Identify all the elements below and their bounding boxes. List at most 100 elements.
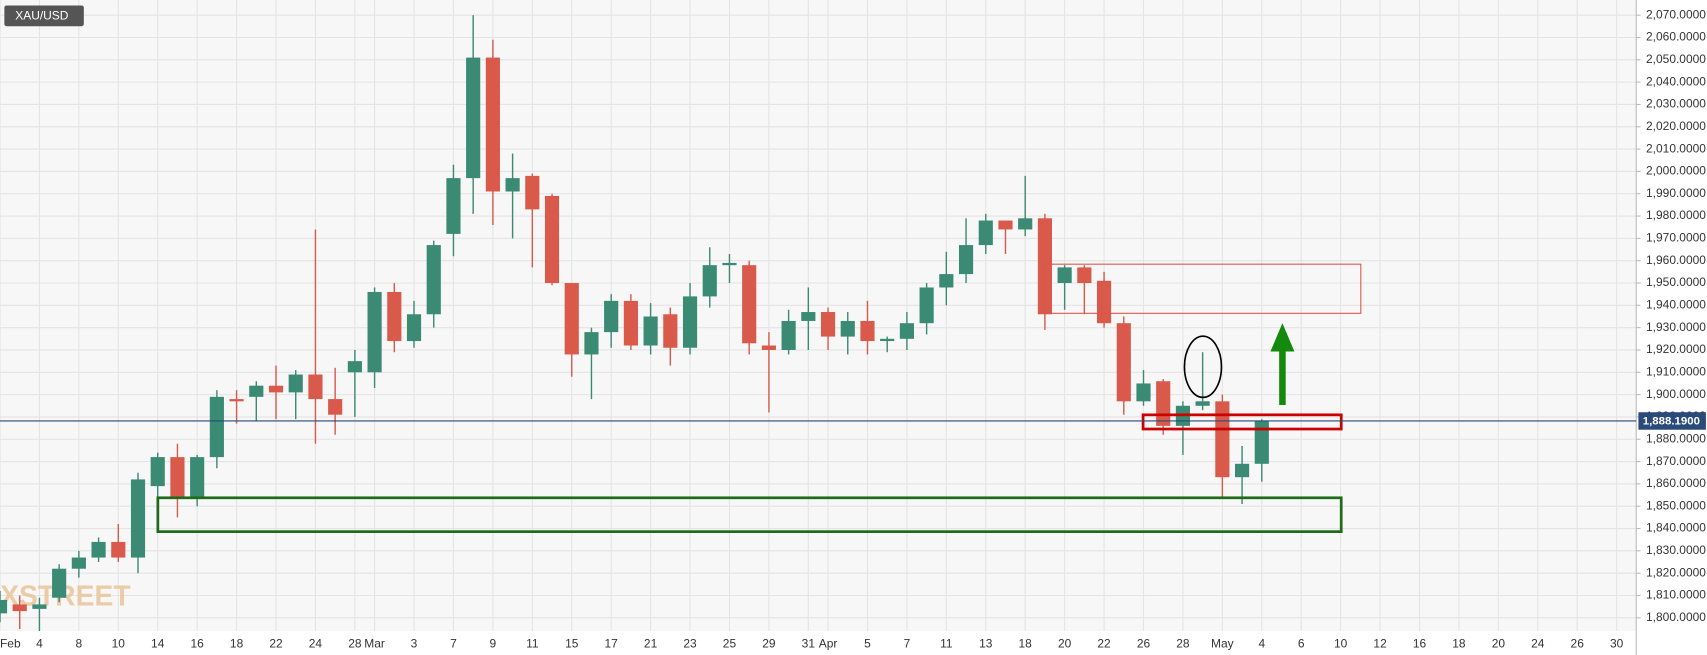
grid: [0, 0, 1637, 631]
x-axis-background: [0, 630, 1637, 655]
y-tick-label: 1,880.0000: [1646, 431, 1706, 445]
candle-body: [1116, 323, 1131, 402]
x-tick-label: 21: [644, 636, 658, 650]
candle-body: [781, 320, 796, 350]
candle-body: [998, 220, 1013, 230]
candle-body: [170, 457, 185, 498]
y-tick-label: 2,000.0000: [1646, 164, 1706, 178]
candle-body: [742, 265, 757, 344]
candle-body: [505, 178, 520, 192]
x-tick-label: 16: [190, 636, 204, 650]
y-tick-label: 2,050.0000: [1646, 52, 1706, 66]
y-tick-label: 1,960.0000: [1646, 253, 1706, 267]
candle-body: [52, 568, 67, 598]
x-tick-label: 29: [762, 636, 776, 650]
candle-body: [820, 312, 836, 337]
candle-body: [682, 296, 698, 348]
x-tick-label: 26: [1571, 636, 1585, 650]
x-tick-label: 17: [605, 636, 619, 650]
x-tick-label: 28: [1176, 636, 1190, 650]
candle-body: [1057, 267, 1072, 284]
x-tick-label: 10: [1334, 636, 1348, 650]
candle-body: [130, 479, 146, 558]
y-tick-label: 1,900.0000: [1646, 387, 1706, 401]
x-tick-label: 24: [1531, 636, 1545, 650]
candle-body: [604, 300, 619, 333]
y-tick-label: 1,990.0000: [1646, 186, 1706, 200]
candle-body: [702, 265, 717, 297]
wick-highlight: [1183, 335, 1223, 399]
x-tick-label: Feb: [0, 636, 21, 650]
candle-body: [328, 399, 343, 415]
x-tick-label: 18: [1019, 636, 1033, 650]
candle-body: [190, 457, 205, 498]
annotations: [156, 263, 1362, 534]
x-tick-label: 15: [565, 636, 579, 650]
candle-body: [308, 374, 323, 400]
x-tick-label: 11: [940, 636, 953, 650]
y-tick-label: 2,020.0000: [1646, 119, 1706, 133]
x-tick-label: 9: [490, 636, 497, 650]
candle-body: [1195, 401, 1210, 406]
candle-body: [446, 178, 461, 234]
candle-body: [288, 374, 303, 393]
last-price-label: 1,888.1900: [1643, 416, 1700, 428]
candle-body: [860, 320, 875, 342]
candle-body: [899, 323, 914, 339]
x-tick-label: 13: [979, 636, 993, 650]
x-tick-label: 23: [683, 636, 697, 650]
candle-body: [1018, 218, 1033, 230]
x-tick-label: 4: [1258, 636, 1265, 650]
x-tick-label: 10: [112, 636, 126, 650]
x-tick-label: Apr: [819, 636, 838, 650]
x-tick-label: 12: [1373, 636, 1387, 650]
plot-background: [0, 0, 1636, 631]
x-tick-label: 20: [1058, 636, 1072, 650]
candle-body: [249, 385, 264, 397]
candle-body: [1234, 463, 1250, 478]
y-tick-label: 1,920.0000: [1646, 342, 1706, 356]
y-tick-label: 2,040.0000: [1646, 74, 1706, 88]
arrow-head: [1270, 323, 1295, 352]
candle-body: [978, 220, 993, 246]
candle-body: [12, 604, 27, 612]
last-price-badge: [1638, 412, 1706, 430]
y-tick-label: 1,950.0000: [1646, 275, 1706, 289]
candle-body: [1037, 218, 1052, 315]
candle-body: [1215, 401, 1230, 478]
y-tick-label: 1,840.0000: [1646, 521, 1706, 535]
x-tick-label: 24: [309, 636, 323, 650]
candle-body: [1136, 383, 1151, 402]
x-tick-label: 22: [1097, 636, 1111, 650]
candle-body: [761, 345, 776, 350]
candle-body: [623, 300, 638, 346]
candles: [0, 15, 1269, 631]
candle-body: [1077, 267, 1092, 284]
arrow-shaft: [1279, 349, 1286, 406]
y-tick-label: 2,070.0000: [1646, 7, 1706, 21]
candle-body: [111, 541, 126, 558]
candle-body: [426, 245, 441, 315]
x-tick-label: 22: [269, 636, 283, 650]
candle-body: [663, 314, 678, 348]
y-tick-label: 2,030.0000: [1646, 97, 1706, 111]
y-tick-label: 1,970.0000: [1646, 231, 1706, 245]
x-tick-label: 26: [1137, 636, 1151, 650]
candle-body: [939, 274, 954, 288]
x-tick-label: Mar: [364, 636, 385, 650]
candle-body: [347, 361, 362, 373]
candle-body: [801, 312, 816, 321]
x-tick-label: 31: [802, 636, 816, 650]
x-tick-label: 3: [411, 636, 418, 650]
y-tick-label: 1,930.0000: [1646, 320, 1706, 334]
candle-body: [485, 57, 500, 192]
x-tick-label: 16: [1413, 636, 1427, 650]
x-tick-label: 7: [450, 636, 457, 650]
y-tick-label: 1,800.0000: [1646, 610, 1706, 624]
candle-body: [466, 57, 481, 179]
y-tick-label: 1,980.0000: [1646, 208, 1706, 222]
candle-body: [919, 287, 934, 324]
y-tick-label: 2,010.0000: [1646, 141, 1706, 155]
candle-body: [387, 291, 402, 342]
candle-body: [525, 175, 540, 210]
